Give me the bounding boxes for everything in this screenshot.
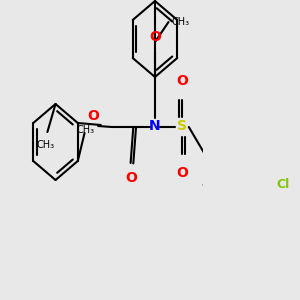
Text: CH₃: CH₃ bbox=[37, 140, 55, 150]
Text: Cl: Cl bbox=[276, 178, 290, 190]
Text: CH₃: CH₃ bbox=[172, 17, 190, 27]
Text: O: O bbox=[149, 30, 161, 44]
Text: CH₃: CH₃ bbox=[77, 125, 95, 135]
Text: O: O bbox=[87, 109, 99, 123]
Text: O: O bbox=[176, 166, 188, 180]
Text: O: O bbox=[176, 74, 188, 88]
Text: S: S bbox=[177, 119, 187, 133]
Text: O: O bbox=[125, 171, 137, 185]
Text: N: N bbox=[149, 119, 161, 133]
